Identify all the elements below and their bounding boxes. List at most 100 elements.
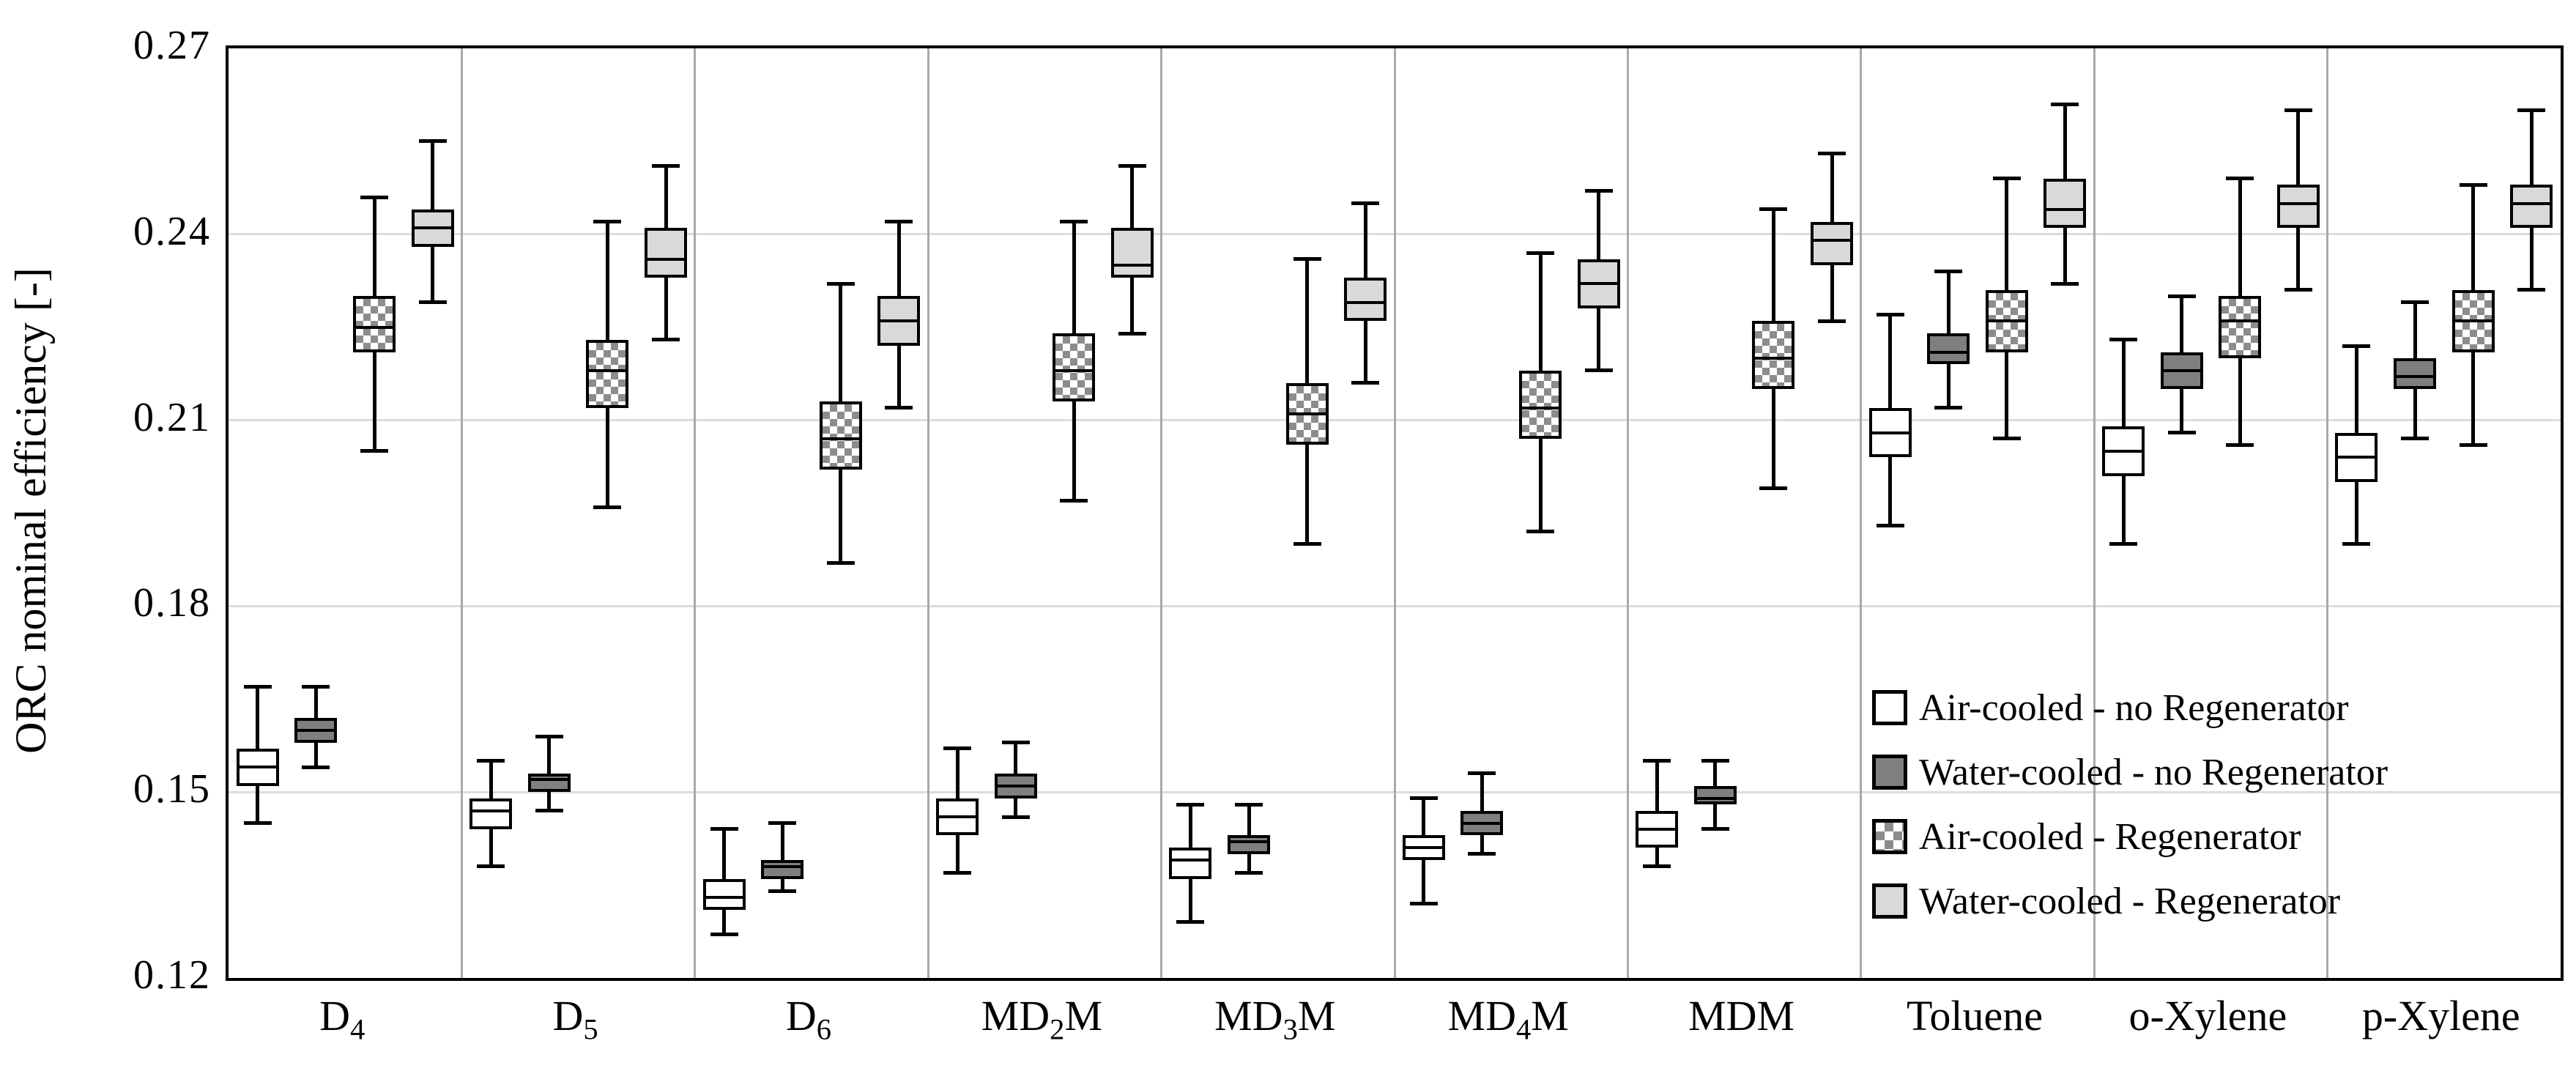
whisker-cap [2051, 102, 2079, 106]
legend-item: Air-cooled - no Regenerator [1872, 675, 2388, 740]
median-line [939, 815, 976, 819]
whisker-cap [1409, 796, 1438, 801]
whisker-cap [1118, 331, 1146, 336]
box-light [1344, 278, 1387, 322]
box-checker [1752, 321, 1795, 390]
category-separator [1393, 48, 1396, 978]
median-line [647, 257, 684, 261]
whisker-cap [1759, 207, 1788, 212]
box-dark [1693, 785, 1737, 805]
median-line [1522, 406, 1559, 410]
median-line [297, 728, 335, 732]
whisker-cap [1235, 870, 1263, 875]
whisker-cap [2517, 108, 2546, 113]
whisker-cap [2167, 294, 2196, 298]
category-separator [694, 48, 697, 978]
box-dark [527, 773, 571, 793]
legend-key-dark [1872, 755, 1907, 790]
median-line [1814, 239, 1850, 242]
whisker-cap [1934, 270, 1963, 274]
y-axis-title: ORC nominal efficiency [-] [7, 267, 55, 754]
median-line [997, 784, 1034, 788]
whisker-cap [1643, 759, 1671, 763]
whisker-cap [1351, 381, 1380, 385]
whisker-cap [2401, 300, 2429, 305]
median-line [1405, 846, 1442, 850]
median-line [1930, 350, 1967, 354]
legend-item: Water-cooled - no Regenerator [1872, 740, 2388, 804]
legend-label: Water-cooled - no Regenerator [1919, 751, 2388, 793]
y-tick-label: 0.27 [133, 23, 211, 68]
whisker-cap [1526, 251, 1554, 255]
median-line [2163, 368, 2200, 372]
whisker-cap [1409, 901, 1438, 905]
whisker-cap [360, 195, 388, 199]
whisker-cap [2109, 542, 2137, 546]
category-separator [460, 48, 463, 978]
whisker-cap [535, 734, 563, 738]
median-line [1580, 282, 1617, 286]
box-dark [1228, 835, 1270, 854]
median-line [239, 766, 276, 769]
category-separator [927, 48, 929, 978]
whisker-cap [1468, 771, 1496, 776]
median-line [1463, 821, 1501, 825]
whisker-cap [943, 870, 971, 875]
box-checker [2219, 296, 2262, 358]
whisker-cap [826, 281, 855, 286]
median-line [705, 896, 743, 900]
category-label: MDM [1688, 992, 1795, 1040]
whisker-cap [768, 821, 797, 825]
whisker-cap [652, 338, 680, 342]
box-white [469, 798, 513, 829]
box-dark [2160, 352, 2203, 390]
whisker-cap [1468, 852, 1496, 856]
whisker-cap [2401, 437, 2429, 441]
whisker-cap [418, 139, 447, 144]
whisker-cap [1293, 257, 1321, 262]
whisker-cap [1818, 319, 1846, 323]
legend-key-checker [1872, 819, 1907, 854]
box-dark [761, 860, 804, 879]
legend-label: Water-cooled - Regenerator [1919, 880, 2341, 922]
category-separator [2326, 48, 2329, 978]
whisker-cap [710, 827, 738, 831]
box-light [2276, 185, 2320, 229]
whisker-cap [1643, 864, 1671, 869]
whisker-cap [1876, 313, 1904, 317]
median-line [472, 809, 510, 812]
whisker-cap [2167, 431, 2196, 435]
whisker-cap [1001, 815, 1030, 819]
category-label: o-Xylene [2128, 992, 2287, 1040]
whisker-cap [1176, 920, 1205, 924]
median-line [1988, 319, 2025, 323]
box-light [2044, 178, 2087, 229]
category-label: D5 [552, 992, 598, 1046]
median-line [414, 226, 451, 230]
whisker-cap [243, 684, 272, 689]
whisker-cap [302, 765, 330, 769]
median-line [2105, 449, 2142, 453]
legend-item: Water-cooled - Regenerator [1872, 869, 2388, 933]
whisker-cap [1235, 802, 1263, 807]
whisker-cap [2051, 281, 2079, 286]
median-line [1755, 357, 1792, 360]
category-separator [1626, 48, 1629, 978]
y-tick-label: 0.24 [133, 208, 211, 254]
box-checker [353, 296, 396, 352]
y-tick-label: 0.12 [133, 952, 211, 998]
legend-key-white [1872, 690, 1907, 725]
category-separator [2093, 48, 2096, 978]
median-line [2338, 456, 2375, 459]
whisker-cap [1176, 802, 1205, 807]
box-light [1110, 228, 1154, 278]
whisker-cap [1818, 152, 1846, 156]
y-tick-label: 0.21 [133, 394, 211, 440]
whisker-cap [2226, 177, 2254, 181]
category-label: MD4M [1447, 992, 1569, 1046]
whisker-cap [2459, 182, 2487, 187]
whisker-cap [418, 300, 447, 305]
whisker-cap [1293, 542, 1321, 546]
box-checker [819, 401, 862, 470]
